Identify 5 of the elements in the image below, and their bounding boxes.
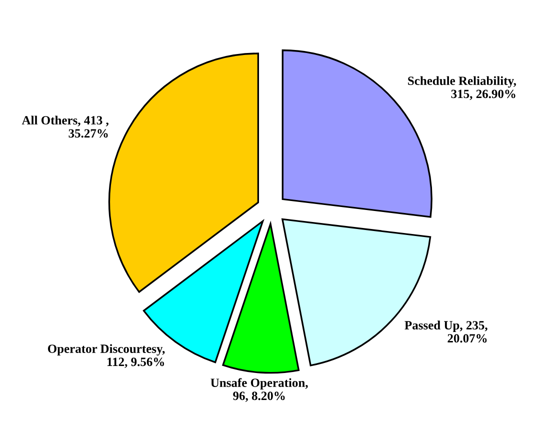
slice-label: Unsafe Operation, 96, 8.20%	[210, 378, 308, 402]
slice-label: Passed Up, 235, 20.07%	[404, 320, 488, 343]
slice-label: Schedule Reliability, 315, 26.90%	[408, 76, 516, 100]
slice-label: Operator Discourtesy, 112, 9.56%	[48, 344, 165, 368]
slice-label: All Others, 413 , 35.27%	[22, 116, 108, 138]
